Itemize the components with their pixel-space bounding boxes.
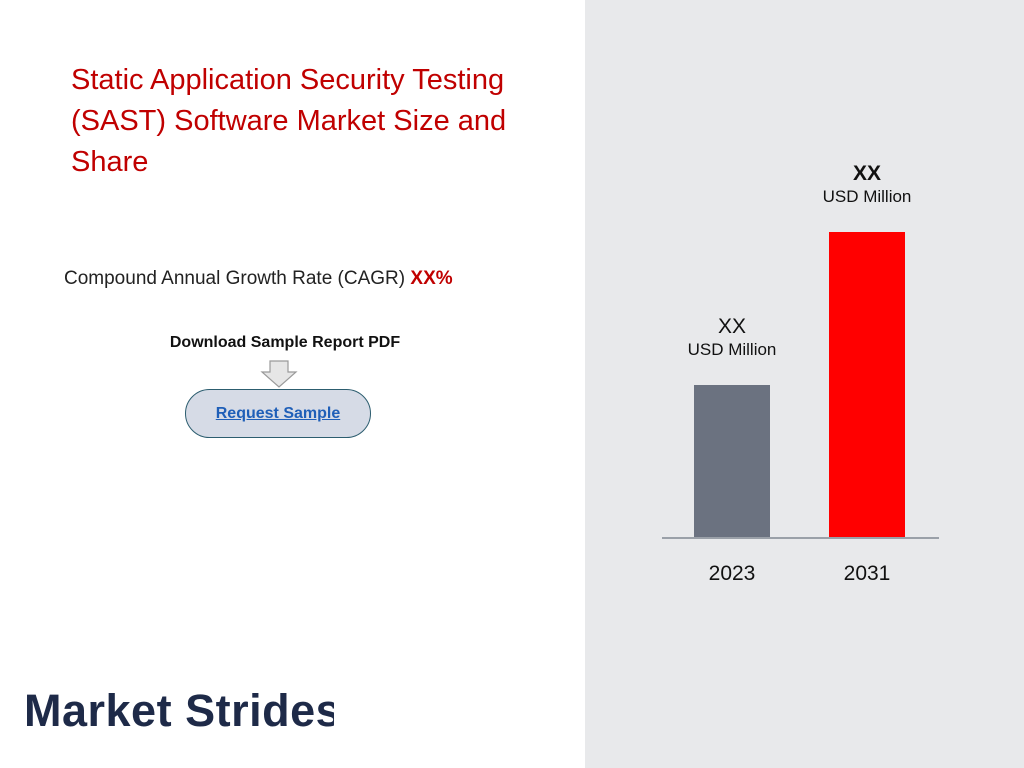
chart-panel: [585, 0, 1024, 768]
download-label: Download Sample Report PDF: [169, 334, 401, 351]
cagr-label: Compound Annual Growth Rate (CAGR): [64, 268, 406, 289]
page-title: Static Application Security Testing (SAS…: [71, 64, 507, 178]
bar-value-label-2031: XX USD Million: [787, 162, 947, 208]
bar-unit-2023: USD Million: [687, 339, 777, 359]
bar-value-2031: XX: [852, 162, 881, 185]
bar-value-2023: XX: [717, 314, 746, 338]
arrow-down-icon: [260, 360, 298, 388]
bar-unit-2031: USD Million: [822, 187, 912, 206]
request-sample-button[interactable]: Request Sample: [185, 389, 371, 438]
x-tick-label-2023: 2023: [708, 562, 756, 585]
bar-value-label-2023: XX USD Million: [652, 315, 812, 361]
cagr-line: Compound Annual Growth Rate (CAGR) XX%: [64, 268, 453, 290]
x-tick-label-2031: 2031: [843, 562, 891, 585]
x-axis-line: [662, 537, 939, 539]
bar-2031: [829, 232, 905, 537]
bar-2023: [694, 384, 770, 537]
market-strides-logo: Market Strides: [24, 688, 334, 734]
cagr-value: XX%: [410, 268, 453, 289]
